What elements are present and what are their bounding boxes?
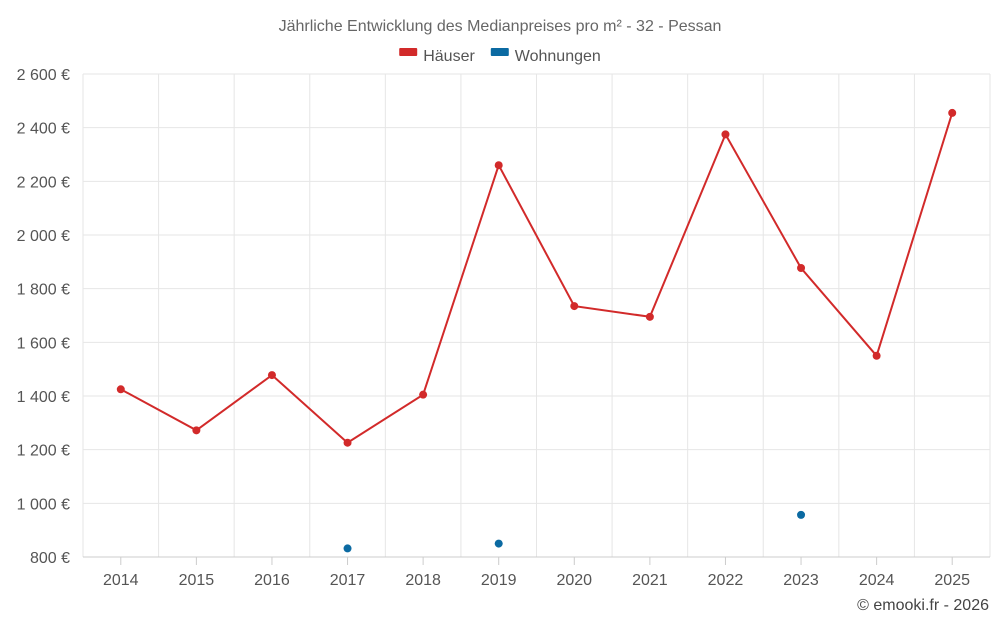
data-point[interactable] bbox=[721, 130, 730, 139]
y-tick-label: 1 000 € bbox=[17, 496, 70, 513]
data-point[interactable] bbox=[948, 108, 957, 117]
x-tick-label: 2021 bbox=[632, 572, 668, 589]
data-point[interactable] bbox=[343, 544, 352, 553]
y-tick-label: 1 200 € bbox=[17, 443, 70, 460]
x-tick-label: 2023 bbox=[783, 572, 819, 589]
y-tick-label: 1 400 € bbox=[17, 389, 70, 406]
y-tick-label: 2 600 € bbox=[17, 67, 70, 84]
data-point[interactable] bbox=[494, 161, 503, 170]
data-point[interactable] bbox=[872, 351, 881, 360]
legend-item[interactable]: Wohnungen bbox=[490, 48, 601, 65]
legend-label: Wohnungen bbox=[515, 48, 601, 65]
data-point[interactable] bbox=[494, 539, 503, 548]
y-tick-label: 800 € bbox=[30, 550, 70, 567]
x-tick-label: 2018 bbox=[405, 572, 441, 589]
x-tick-label: 2020 bbox=[556, 572, 592, 589]
chart-title: Jährliche Entwicklung des Medianpreises … bbox=[279, 18, 722, 35]
data-point[interactable] bbox=[645, 312, 654, 321]
legend-item[interactable]: Häuser bbox=[399, 48, 475, 65]
x-tick-label: 2017 bbox=[330, 572, 366, 589]
x-tick-label: 2019 bbox=[481, 572, 517, 589]
legend-label: Häuser bbox=[423, 48, 475, 65]
data-point[interactable] bbox=[192, 426, 201, 435]
credit-text: © emooki.fr - 2026 bbox=[857, 597, 989, 614]
series-1 bbox=[116, 108, 957, 447]
data-point[interactable] bbox=[797, 264, 806, 273]
series-line bbox=[120, 112, 954, 444]
x-tick-label: 2025 bbox=[934, 572, 970, 589]
x-tick-label: 2016 bbox=[254, 572, 290, 589]
x-tick-label: 2015 bbox=[179, 572, 215, 589]
series-2 bbox=[343, 510, 806, 553]
data-point[interactable] bbox=[116, 385, 125, 394]
y-tick-label: 2 000 € bbox=[17, 228, 70, 245]
y-tick-label: 2 400 € bbox=[17, 121, 70, 138]
legend: Häuser Wohnungen bbox=[399, 48, 601, 65]
data-point[interactable] bbox=[343, 438, 352, 447]
grid bbox=[82, 73, 991, 558]
x-tick-label: 2022 bbox=[708, 572, 744, 589]
legend-swatch bbox=[490, 48, 509, 56]
y-tick-label: 1 800 € bbox=[17, 282, 70, 299]
x-axis: 2014 2015 2016 2017 2018 2019 2020 2021 2022 2023… bbox=[103, 557, 970, 589]
legend-swatch bbox=[399, 48, 418, 56]
y-axis: 800 € 1 000 € 1 200 € 1 400 € 1 600 € 1 800 €… bbox=[17, 67, 70, 567]
data-point[interactable] bbox=[267, 371, 276, 380]
data-point[interactable] bbox=[419, 390, 428, 399]
y-tick-label: 2 200 € bbox=[17, 174, 70, 191]
y-tick-label: 1 600 € bbox=[17, 335, 70, 352]
x-tick-label: 2024 bbox=[859, 572, 895, 589]
data-point[interactable] bbox=[797, 510, 806, 519]
x-tick-label: 2014 bbox=[103, 572, 139, 589]
series bbox=[116, 108, 957, 553]
data-point[interactable] bbox=[570, 302, 579, 311]
